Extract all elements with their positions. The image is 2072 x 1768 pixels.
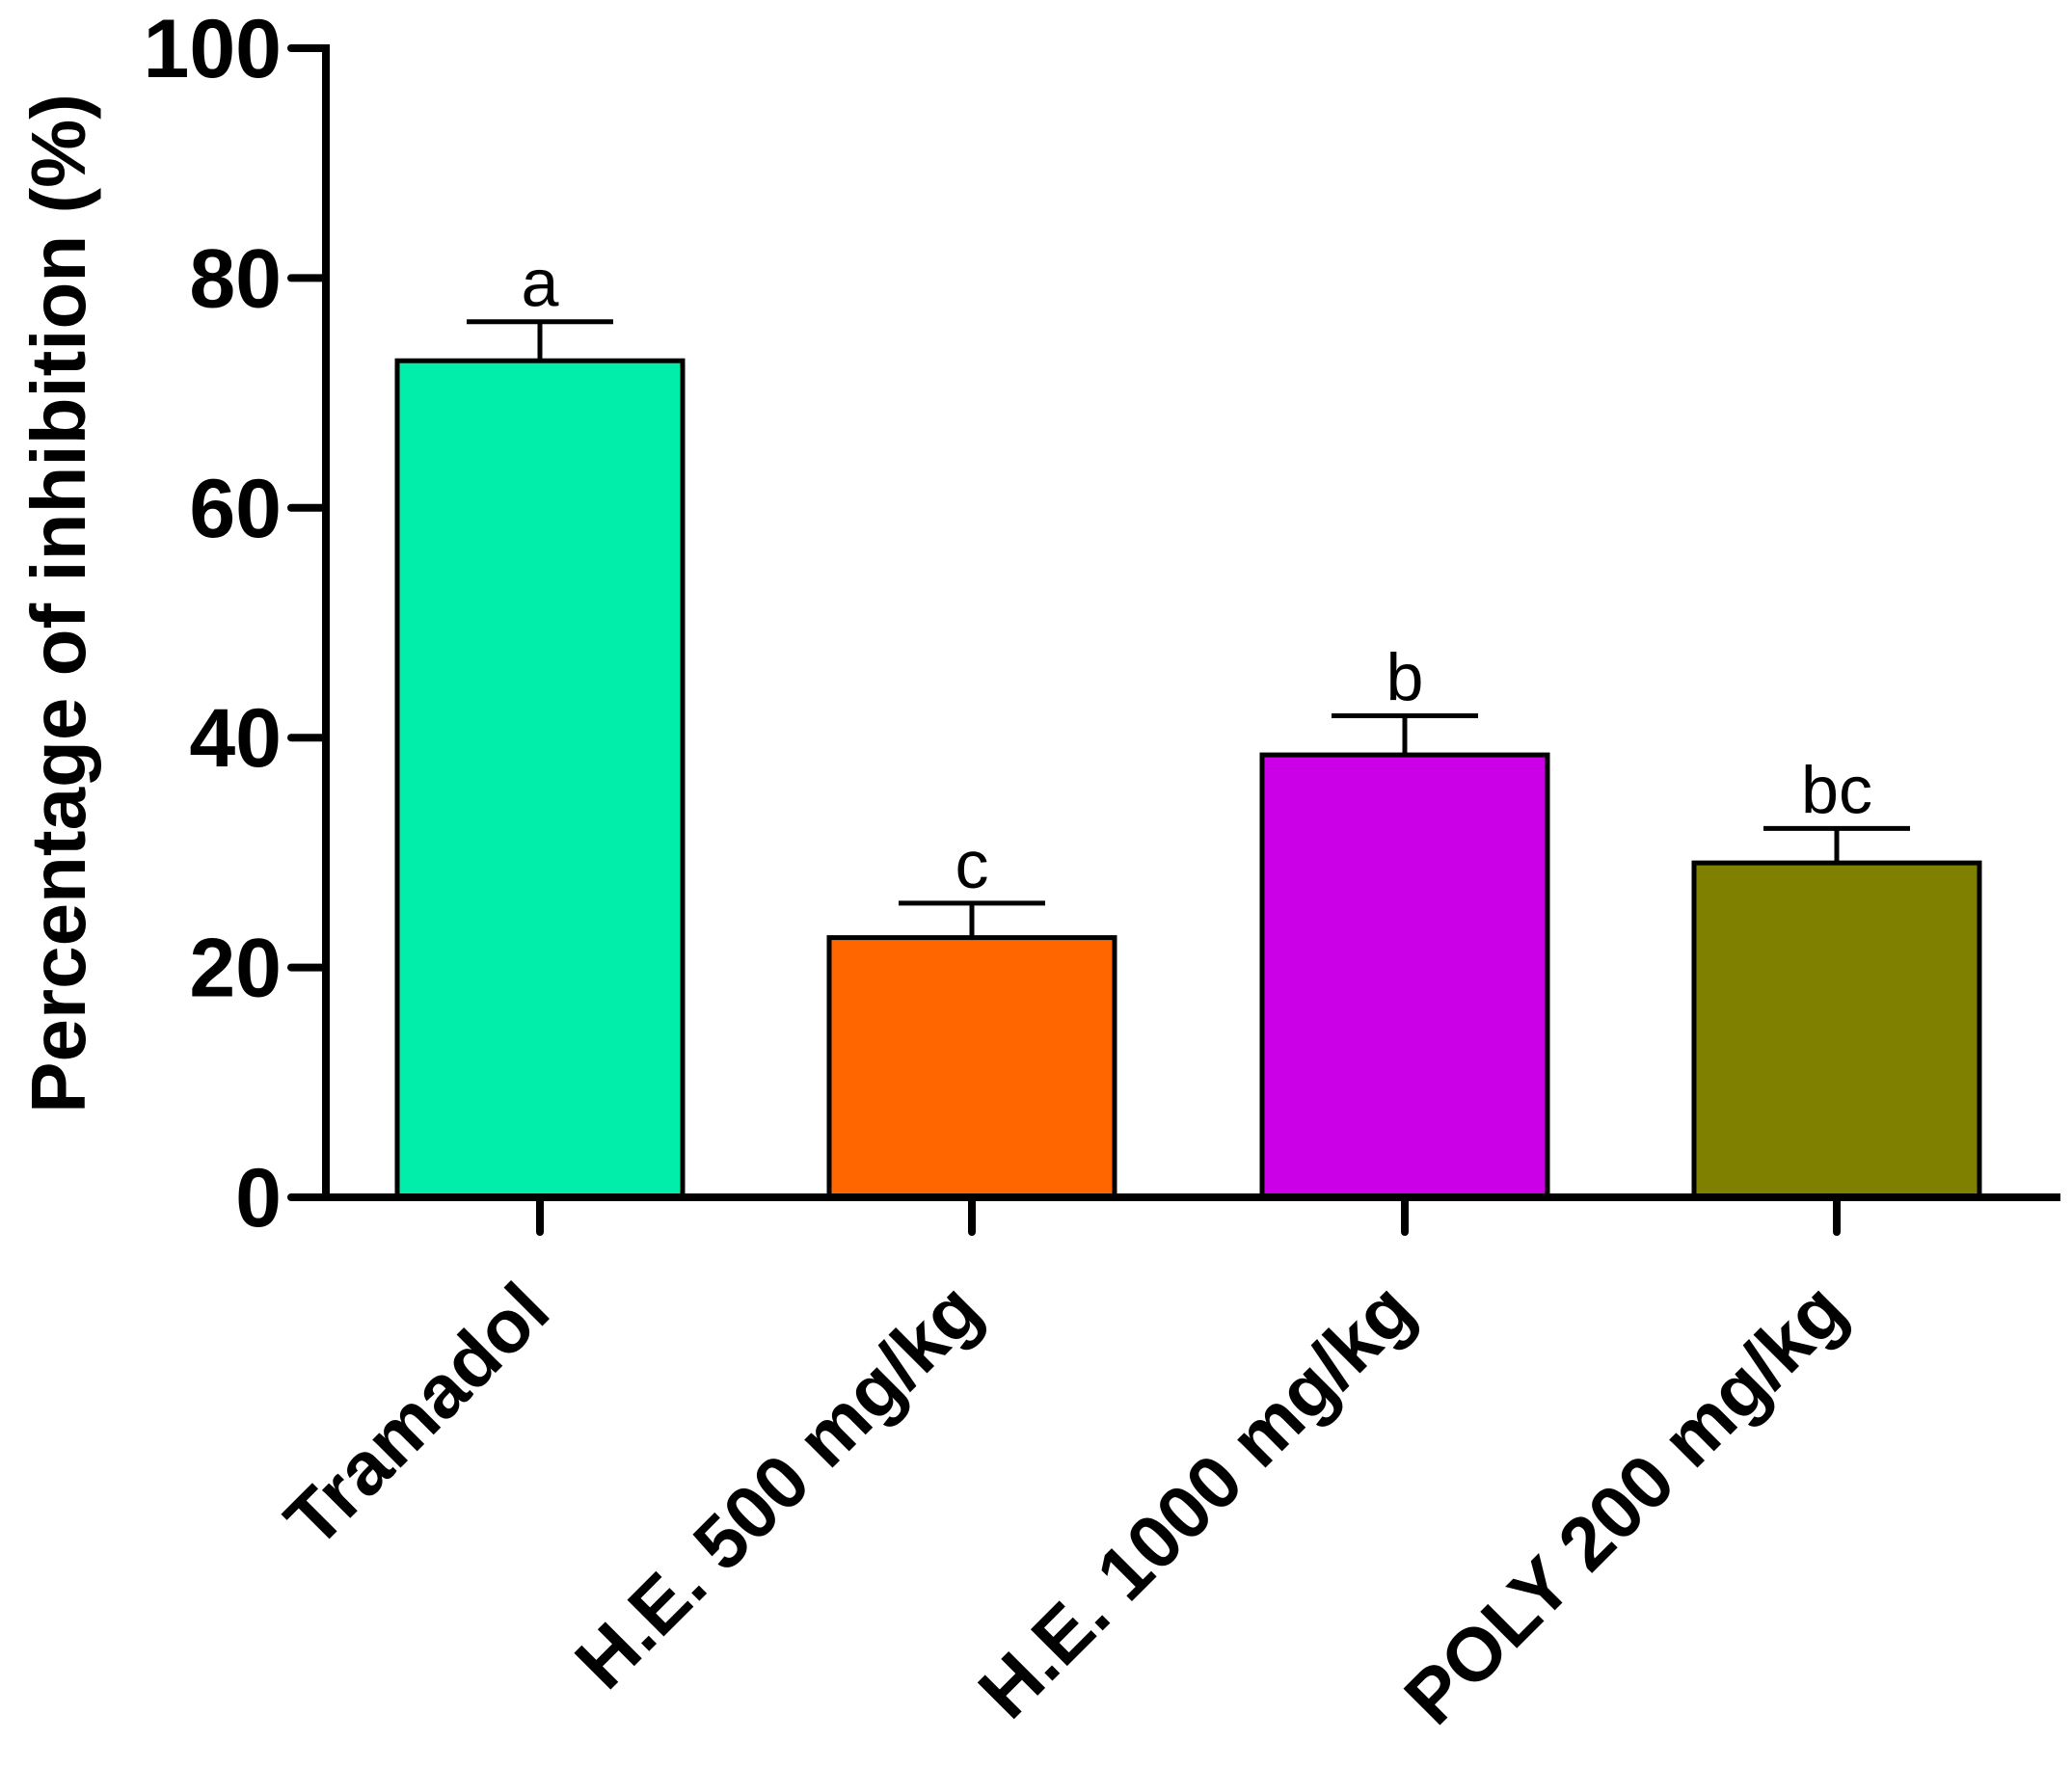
bar-3 <box>1259 752 1550 1200</box>
category-label-3: H.E. 1000 mg/kg <box>962 1267 1430 1734</box>
significance-label-4: bc <box>1801 752 1872 827</box>
y-axis-title: Percentage of inhibition (%) <box>15 94 101 1113</box>
significance-label-2: c <box>955 827 989 902</box>
y-tick-label-20: 20 <box>189 923 282 1015</box>
y-tick-label-40: 40 <box>189 692 282 785</box>
y-tick-label-80: 80 <box>189 232 282 325</box>
y-tick-label-100: 100 <box>144 3 283 95</box>
bars-group: a c b bc <box>394 246 1982 1200</box>
y-axis-ticks: 0 20 40 60 80 100 <box>144 3 330 1245</box>
significance-label-3: b <box>1386 640 1424 715</box>
category-label-1: Tramadol <box>269 1267 565 1563</box>
y-tick-label-0: 0 <box>235 1152 282 1245</box>
bar-2 <box>826 935 1117 1200</box>
y-tick-label-60: 60 <box>189 463 282 555</box>
category-label-2: H.E. 500 mg/kg <box>558 1267 997 1705</box>
significance-label-1: a <box>522 246 559 321</box>
bar-1 <box>394 358 686 1200</box>
category-label-4: POLY 200 mg/kg <box>1388 1267 1862 1740</box>
x-axis-ticks <box>536 1193 1841 1236</box>
bar-4 <box>1691 860 1982 1200</box>
